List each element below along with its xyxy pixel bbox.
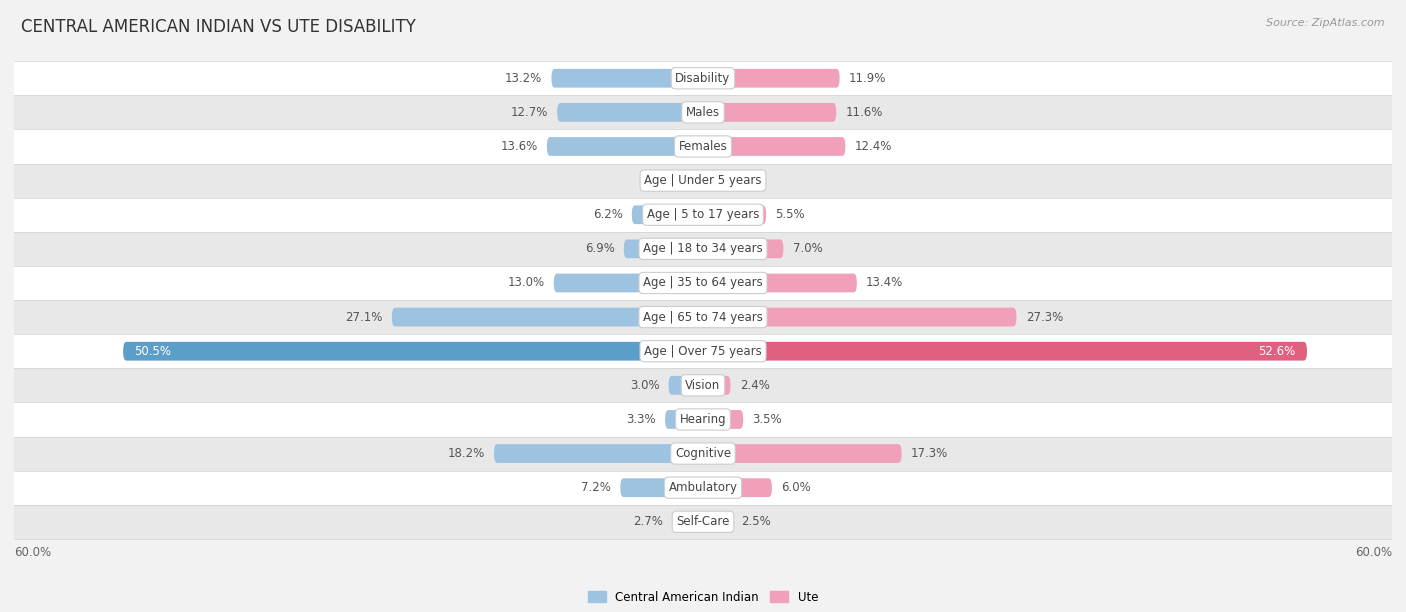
Bar	[14, 368, 1392, 402]
Text: Females: Females	[679, 140, 727, 153]
Bar	[14, 163, 1392, 198]
Bar	[14, 266, 1392, 300]
Text: Age | 65 to 74 years: Age | 65 to 74 years	[643, 310, 763, 324]
Text: 3.3%: 3.3%	[626, 413, 657, 426]
FancyBboxPatch shape	[703, 479, 772, 497]
Legend: Central American Indian, Ute: Central American Indian, Ute	[583, 586, 823, 608]
Text: Source: ZipAtlas.com: Source: ZipAtlas.com	[1267, 18, 1385, 28]
Text: 1.3%: 1.3%	[650, 174, 679, 187]
Bar	[14, 61, 1392, 95]
Text: 6.9%: 6.9%	[585, 242, 614, 255]
FancyBboxPatch shape	[703, 410, 744, 429]
Text: 12.7%: 12.7%	[510, 106, 548, 119]
FancyBboxPatch shape	[557, 103, 703, 122]
Text: Self-Care: Self-Care	[676, 515, 730, 528]
Bar	[14, 95, 1392, 129]
Text: Hearing: Hearing	[679, 413, 727, 426]
FancyBboxPatch shape	[703, 171, 713, 190]
Text: 13.2%: 13.2%	[505, 72, 543, 84]
FancyBboxPatch shape	[672, 512, 703, 531]
Text: Age | Under 5 years: Age | Under 5 years	[644, 174, 762, 187]
Text: 13.6%: 13.6%	[501, 140, 537, 153]
Text: 18.2%: 18.2%	[447, 447, 485, 460]
FancyBboxPatch shape	[551, 69, 703, 88]
FancyBboxPatch shape	[669, 376, 703, 395]
Text: Age | 5 to 17 years: Age | 5 to 17 years	[647, 208, 759, 221]
FancyBboxPatch shape	[703, 342, 1308, 360]
Bar	[14, 334, 1392, 368]
Text: 13.4%: 13.4%	[866, 277, 903, 289]
FancyBboxPatch shape	[703, 308, 1017, 326]
Bar	[14, 471, 1392, 505]
Text: 60.0%: 60.0%	[1355, 547, 1392, 559]
Text: 12.4%: 12.4%	[855, 140, 891, 153]
Text: 7.2%: 7.2%	[581, 481, 612, 494]
FancyBboxPatch shape	[703, 206, 766, 224]
FancyBboxPatch shape	[631, 206, 703, 224]
Bar	[14, 300, 1392, 334]
FancyBboxPatch shape	[703, 239, 783, 258]
Text: 3.0%: 3.0%	[630, 379, 659, 392]
Text: 27.1%: 27.1%	[346, 310, 382, 324]
FancyBboxPatch shape	[392, 308, 703, 326]
Text: 17.3%: 17.3%	[911, 447, 948, 460]
Text: Cognitive: Cognitive	[675, 447, 731, 460]
Text: 5.5%: 5.5%	[775, 208, 806, 221]
FancyBboxPatch shape	[124, 342, 703, 360]
Text: 11.6%: 11.6%	[845, 106, 883, 119]
Bar	[14, 402, 1392, 436]
Text: 50.5%: 50.5%	[135, 345, 172, 357]
Text: 2.4%: 2.4%	[740, 379, 769, 392]
FancyBboxPatch shape	[703, 512, 731, 531]
FancyBboxPatch shape	[703, 103, 837, 122]
FancyBboxPatch shape	[703, 376, 731, 395]
Text: 13.0%: 13.0%	[508, 277, 544, 289]
FancyBboxPatch shape	[703, 69, 839, 88]
FancyBboxPatch shape	[703, 274, 856, 293]
Text: 2.5%: 2.5%	[741, 515, 770, 528]
FancyBboxPatch shape	[547, 137, 703, 156]
Text: 27.3%: 27.3%	[1025, 310, 1063, 324]
Text: 6.2%: 6.2%	[593, 208, 623, 221]
Text: Males: Males	[686, 106, 720, 119]
FancyBboxPatch shape	[494, 444, 703, 463]
FancyBboxPatch shape	[688, 171, 703, 190]
Text: 11.9%: 11.9%	[849, 72, 886, 84]
Text: Age | 35 to 64 years: Age | 35 to 64 years	[643, 277, 763, 289]
Text: Disability: Disability	[675, 72, 731, 84]
Bar	[14, 232, 1392, 266]
Bar	[14, 436, 1392, 471]
Text: 6.0%: 6.0%	[782, 481, 811, 494]
FancyBboxPatch shape	[554, 274, 703, 293]
FancyBboxPatch shape	[624, 239, 703, 258]
FancyBboxPatch shape	[703, 444, 901, 463]
Text: 2.7%: 2.7%	[633, 515, 662, 528]
FancyBboxPatch shape	[665, 410, 703, 429]
Bar	[14, 505, 1392, 539]
Text: 52.6%: 52.6%	[1258, 345, 1295, 357]
Text: Ambulatory: Ambulatory	[668, 481, 738, 494]
Text: 3.5%: 3.5%	[752, 413, 782, 426]
FancyBboxPatch shape	[620, 479, 703, 497]
Text: Age | 18 to 34 years: Age | 18 to 34 years	[643, 242, 763, 255]
Bar	[14, 129, 1392, 163]
Bar	[14, 198, 1392, 232]
Text: CENTRAL AMERICAN INDIAN VS UTE DISABILITY: CENTRAL AMERICAN INDIAN VS UTE DISABILIT…	[21, 18, 416, 36]
Text: 7.0%: 7.0%	[793, 242, 823, 255]
Text: Vision: Vision	[685, 379, 721, 392]
Text: Age | Over 75 years: Age | Over 75 years	[644, 345, 762, 357]
FancyBboxPatch shape	[703, 137, 845, 156]
Text: 0.86%: 0.86%	[723, 174, 759, 187]
Text: 60.0%: 60.0%	[14, 547, 51, 559]
